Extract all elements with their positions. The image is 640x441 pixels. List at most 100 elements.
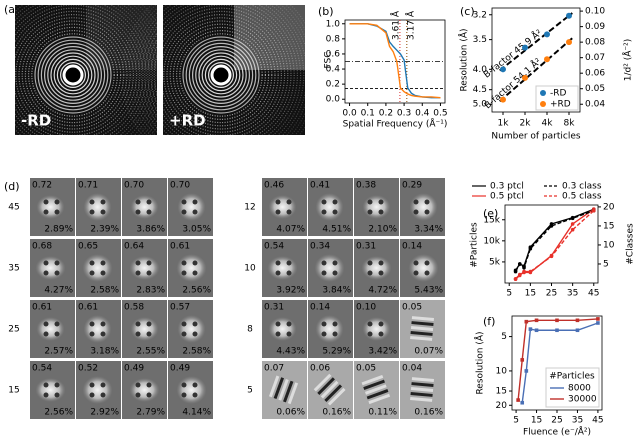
particle-detail xyxy=(43,382,49,388)
ring xyxy=(192,45,251,104)
particle xyxy=(362,195,391,219)
marker xyxy=(534,328,539,333)
ring xyxy=(201,55,241,95)
particle-detail xyxy=(54,199,60,205)
axis-label: Resolution (Å) xyxy=(458,28,470,91)
legend-label: 0.3 class xyxy=(562,182,602,192)
stripe xyxy=(283,380,294,403)
row-label: 45 xyxy=(8,203,19,213)
marker xyxy=(570,222,575,226)
particle-detail xyxy=(146,331,152,337)
axis-label: Resolution (Å) xyxy=(474,331,486,394)
class-score: 0.57 xyxy=(170,303,190,313)
particle-detail xyxy=(286,331,292,337)
particle-detail xyxy=(181,392,187,398)
ring xyxy=(172,26,270,124)
stripe xyxy=(410,326,434,331)
class-percent: 3.42% xyxy=(368,347,397,357)
particle-detail xyxy=(378,209,384,215)
particle-detail xyxy=(89,392,95,398)
particle-detail xyxy=(135,392,141,398)
class-percent: 3.86% xyxy=(136,225,165,235)
ring xyxy=(53,55,93,95)
ring xyxy=(43,45,102,104)
x-tick-label: 0.0 xyxy=(342,109,357,119)
ring xyxy=(185,39,257,111)
class-score: 0.61 xyxy=(78,303,98,313)
particle-detail xyxy=(181,382,187,388)
particle-detail xyxy=(413,270,419,276)
ring xyxy=(124,0,318,172)
legend-label: 0.5 class xyxy=(562,192,602,202)
particle-detail xyxy=(275,321,281,327)
row-label: 8 xyxy=(247,325,253,335)
class-percent: 2.92% xyxy=(90,408,119,418)
particle-detail xyxy=(54,331,60,337)
particle-detail xyxy=(43,392,49,398)
marker xyxy=(549,224,554,228)
stripe xyxy=(411,377,435,382)
particle-detail xyxy=(413,209,419,215)
particle-detail xyxy=(332,331,338,337)
x-tick-label: 8k xyxy=(564,119,576,129)
cutoff-label: 3.17 Å xyxy=(404,10,416,40)
class-score: 0.61 xyxy=(32,303,52,313)
particle-detail xyxy=(424,260,430,266)
row-label: 15 xyxy=(8,386,19,396)
particle-detail xyxy=(286,260,292,266)
particle-detail xyxy=(378,260,384,266)
stripe xyxy=(410,331,433,336)
particle-detail xyxy=(89,260,95,266)
series-line xyxy=(515,208,595,280)
particle-detail xyxy=(181,331,187,337)
particle-detail xyxy=(146,209,152,215)
particle xyxy=(36,195,65,219)
axis-label: #Particles xyxy=(470,222,480,268)
y-tick-label: 3.5 xyxy=(473,35,487,45)
ring xyxy=(156,10,286,140)
ring xyxy=(0,1,147,149)
marker xyxy=(549,254,554,259)
particle-detail xyxy=(43,260,49,266)
ring xyxy=(27,29,119,121)
class-score: 0.31 xyxy=(356,242,376,252)
cutoff-label: 3.61 Å xyxy=(389,10,401,40)
class-percent: 5.43% xyxy=(414,286,443,296)
particle-detail xyxy=(192,382,198,388)
row-label: 35 xyxy=(8,264,19,274)
particle-detail xyxy=(54,382,60,388)
ring xyxy=(0,0,154,156)
x-tick-label: 5 xyxy=(506,289,512,299)
stripe xyxy=(363,379,385,391)
particle-detail xyxy=(100,392,106,398)
image-label: +RD xyxy=(169,112,206,130)
stripe xyxy=(410,336,433,341)
class-score: 0.54 xyxy=(32,364,52,374)
x-tick-label: 15 xyxy=(525,289,536,299)
particle xyxy=(362,317,391,341)
ring xyxy=(195,49,247,101)
class-score: 0.71 xyxy=(78,181,98,191)
particle-detail xyxy=(146,392,152,398)
marker xyxy=(522,265,526,270)
x-tick-label: 0.1 xyxy=(361,109,375,119)
ring xyxy=(182,36,260,114)
class-score: 0.64 xyxy=(124,242,144,252)
x-tick-label: 25 xyxy=(551,416,562,426)
ring xyxy=(163,17,279,133)
class-score: 0.72 xyxy=(32,181,52,191)
particle-detail xyxy=(424,199,430,205)
particle-detail xyxy=(378,331,384,337)
class-percent: 2.58% xyxy=(90,286,119,296)
ring xyxy=(179,33,263,117)
particle-detail xyxy=(43,199,49,205)
class-percent: 2.58% xyxy=(182,347,211,357)
particle xyxy=(176,254,207,282)
legend-label: +RD xyxy=(550,100,571,110)
ring xyxy=(8,10,138,140)
panel-label: (e) xyxy=(483,207,498,220)
particle-detail xyxy=(89,382,95,388)
legend-swatch xyxy=(540,90,546,96)
particle-detail xyxy=(135,260,141,266)
class-percent: 2.56% xyxy=(182,286,211,296)
